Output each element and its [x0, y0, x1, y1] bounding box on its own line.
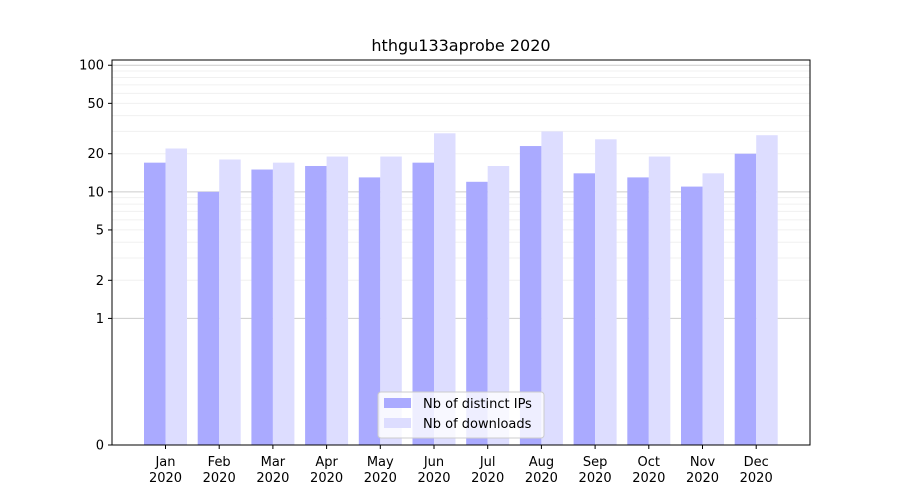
y-tick-label: 20	[87, 147, 104, 162]
bar-downloads	[326, 156, 349, 446]
y-tick-label: 10	[87, 185, 104, 200]
bar-downloads	[165, 148, 187, 445]
x-tick-label-year: 2020	[525, 471, 558, 486]
legend-box	[377, 391, 545, 439]
x-tick-label-month: May	[367, 455, 394, 470]
bar-downloads	[702, 173, 724, 445]
x-tick-label-year: 2020	[740, 471, 773, 486]
x-tick-label-year: 2020	[579, 471, 612, 486]
x-tick-label-year: 2020	[686, 471, 719, 486]
y-tick-label: 0	[96, 439, 104, 454]
bar-distinct-ips	[144, 162, 166, 445]
bar-downloads	[595, 139, 617, 445]
x-tick-label-month: Sep	[583, 455, 608, 470]
x-tick-label-year: 2020	[149, 471, 182, 486]
bar-distinct-ips	[681, 186, 703, 446]
legend: Nb of distinct IPs Nb of downloads	[377, 391, 545, 439]
x-tick-label-month: Jan	[154, 455, 175, 470]
legend-label: Nb of distinct IPs	[423, 397, 532, 412]
x-tick-label-year: 2020	[203, 471, 236, 486]
bar-distinct-ips	[466, 181, 488, 445]
x-tick-label-month: Apr	[315, 455, 338, 470]
chart-title: hthgu133aprobe 2020	[371, 36, 550, 55]
bar-distinct-ips	[519, 146, 542, 445]
bars	[144, 131, 778, 446]
bar-downloads	[380, 156, 402, 446]
bar-downloads	[541, 131, 563, 445]
bar-distinct-ips	[573, 173, 596, 445]
bar-distinct-ips	[197, 191, 220, 445]
bar-distinct-ips	[251, 169, 273, 445]
x-tick-label-year: 2020	[471, 471, 504, 486]
y-axis: 0 1 2 5 10 20 50 100	[79, 59, 112, 454]
x-tick-label-month: Aug	[529, 455, 554, 470]
y-tick-label: 1	[96, 312, 104, 327]
x-tick-label-year: 2020	[364, 471, 397, 486]
bar-distinct-ips	[305, 165, 327, 446]
x-tick-label-month: Jun	[423, 455, 444, 470]
y-tick-label: 50	[87, 97, 104, 112]
y-tick-label: 5	[96, 223, 104, 238]
bar-downloads	[487, 165, 510, 446]
x-tick-label-year: 2020	[417, 471, 450, 486]
bar-distinct-ips	[627, 177, 649, 446]
bar-distinct-ips	[734, 153, 757, 446]
x-tick-label-year: 2020	[256, 471, 289, 486]
legend-swatch	[384, 418, 411, 428]
legend-label: Nb of downloads	[423, 417, 532, 432]
bar-distinct-ips	[412, 162, 434, 445]
x-tick-label-month: Dec	[744, 455, 769, 470]
x-tick-label-month: Oct	[638, 455, 660, 470]
y-tick-label: 2	[96, 274, 104, 289]
bar-downloads	[756, 135, 778, 445]
x-tick-label-month: Mar	[261, 455, 286, 470]
x-tick-label-year: 2020	[310, 471, 343, 486]
bar-downloads	[219, 159, 241, 445]
x-tick-label-month: Jul	[479, 455, 496, 470]
legend-swatch	[384, 398, 411, 408]
bar-downloads	[648, 156, 671, 446]
plot-frame	[111, 59, 811, 446]
bar-downloads	[272, 162, 295, 445]
y-tick-label: 100	[79, 59, 104, 74]
x-tick-label-month: Nov	[690, 455, 716, 470]
x-tick-label-year: 2020	[632, 471, 665, 486]
bar-downloads	[434, 133, 456, 445]
x-axis: Jan2020Feb2020Mar2020Apr2020May2020Jun20…	[149, 445, 773, 486]
bar-distinct-ips	[358, 177, 381, 446]
x-tick-label-month: Feb	[208, 455, 231, 470]
